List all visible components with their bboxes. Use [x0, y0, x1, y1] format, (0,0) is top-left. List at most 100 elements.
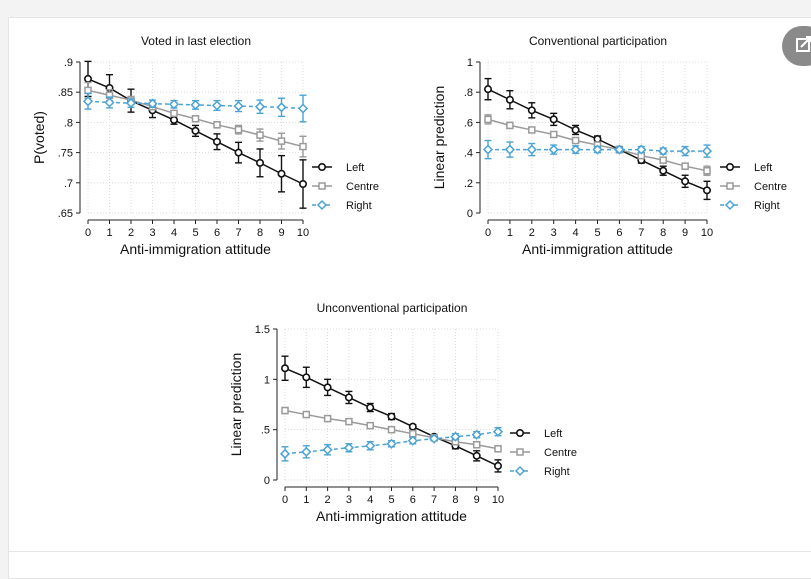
- legend-label: Left: [544, 428, 562, 440]
- y-tick-label: .6: [464, 117, 473, 129]
- data-point: [213, 137, 222, 146]
- data-point: [702, 186, 711, 195]
- x-tick-label: 2: [529, 227, 535, 239]
- data-point: [279, 448, 291, 459]
- data-point: [681, 162, 689, 170]
- data-point: [593, 135, 602, 144]
- x-tick-label: 5: [594, 227, 600, 239]
- x-axis-label: Anti-immigration attitude: [316, 508, 467, 524]
- y-tick-label: .8: [464, 87, 473, 99]
- legend-marker: [725, 163, 734, 172]
- data-point: [450, 431, 461, 442]
- data-point: [280, 364, 289, 373]
- chart-title: Unconventional participation: [317, 301, 468, 315]
- series-right: [82, 92, 309, 123]
- data-point: [211, 100, 223, 111]
- x-tick-label: 4: [367, 494, 373, 506]
- x-tick-label: 0: [282, 494, 288, 506]
- data-point: [549, 130, 558, 139]
- data-point: [658, 146, 669, 157]
- chart-1: .65 .7 .75 .8 .85 .9 0 1 2 3 4 5 6 7 8 9 10 Voted in last…: [31, 34, 379, 257]
- x-tick-label: 9: [682, 227, 688, 239]
- legend-marker: [724, 199, 736, 211]
- y-tick-label: .65: [58, 208, 73, 220]
- x-axis-label: Anti-immigration attitude: [522, 241, 673, 257]
- data-point: [549, 115, 558, 124]
- expand-button[interactable]: [782, 26, 811, 66]
- data-point: [703, 166, 711, 175]
- y-tick-label: 0: [264, 475, 270, 487]
- x-tick-label: 8: [257, 227, 263, 239]
- data-point: [504, 144, 515, 155]
- y-tick-label: .4: [464, 148, 473, 160]
- y-axis-label: P(voted): [31, 111, 47, 164]
- data-point: [506, 121, 514, 130]
- x-tick-label: 8: [452, 494, 458, 506]
- legend: Left Centre Right: [510, 428, 577, 478]
- data-point: [234, 148, 243, 157]
- data-point: [302, 373, 311, 382]
- data-point: [492, 426, 504, 437]
- y-tick-label: .7: [64, 178, 73, 190]
- legend-label: Centre: [346, 181, 379, 193]
- x-tick-label: 2: [128, 227, 134, 239]
- chart-title: Conventional participation: [529, 34, 667, 48]
- data-point: [277, 169, 286, 178]
- data-point: [191, 115, 200, 123]
- divider: [8, 551, 811, 552]
- data-point: [526, 144, 537, 155]
- legend-marker: [515, 428, 524, 437]
- chart-title: Voted in last election: [141, 34, 251, 48]
- data-point: [190, 99, 201, 110]
- x-tick-label: 6: [410, 494, 416, 506]
- data-point: [571, 136, 580, 145]
- data-point: [408, 422, 417, 431]
- data-point: [323, 414, 332, 423]
- expand-icon: [796, 36, 811, 52]
- x-tick-label: 7: [638, 227, 644, 239]
- data-point: [276, 102, 287, 113]
- data-point: [407, 435, 418, 446]
- legend: Left Centre Right: [720, 162, 787, 212]
- data-point: [168, 99, 180, 110]
- data-point: [592, 144, 603, 155]
- data-point: [472, 441, 481, 449]
- data-point: [365, 440, 376, 451]
- legend-label: Left: [754, 162, 772, 174]
- data-point: [528, 126, 536, 134]
- data-point: [701, 146, 713, 157]
- x-tick-label: 0: [485, 227, 491, 239]
- data-point: [234, 125, 243, 134]
- data-point: [345, 417, 353, 426]
- legend-label: Right: [346, 200, 372, 212]
- y-axis-label: Linear prediction: [431, 86, 447, 190]
- data-point: [482, 144, 494, 155]
- legend-label: Centre: [754, 181, 787, 193]
- data-point: [298, 180, 307, 189]
- series-left: [280, 355, 502, 473]
- series-centre: [281, 406, 502, 453]
- x-tick-label: 9: [474, 494, 480, 506]
- legend-label: Left: [346, 162, 364, 174]
- data-point: [281, 406, 289, 415]
- data-point: [429, 433, 440, 444]
- series-right: [482, 139, 713, 160]
- data-point: [301, 446, 312, 457]
- x-tick-label: 5: [192, 227, 198, 239]
- legend-label: Right: [754, 200, 780, 212]
- data-point: [256, 131, 264, 139]
- chart-3: 0 .5 1 1.5 0 1 2 3 4 5 6 7 8 9 10 Unconventional partic…: [228, 301, 577, 524]
- x-tick-label: 0: [85, 227, 91, 239]
- data-point: [571, 125, 580, 134]
- data-point: [277, 137, 286, 145]
- legend-marker: [726, 182, 734, 190]
- y-tick-label: 1.5: [255, 324, 270, 336]
- legend-marker: [514, 465, 526, 477]
- data-point: [147, 98, 158, 109]
- data-point: [493, 461, 502, 470]
- x-tick-label: 8: [660, 227, 666, 239]
- x-tick-label: 1: [507, 227, 513, 239]
- data-point: [659, 166, 668, 175]
- data-point: [297, 103, 309, 114]
